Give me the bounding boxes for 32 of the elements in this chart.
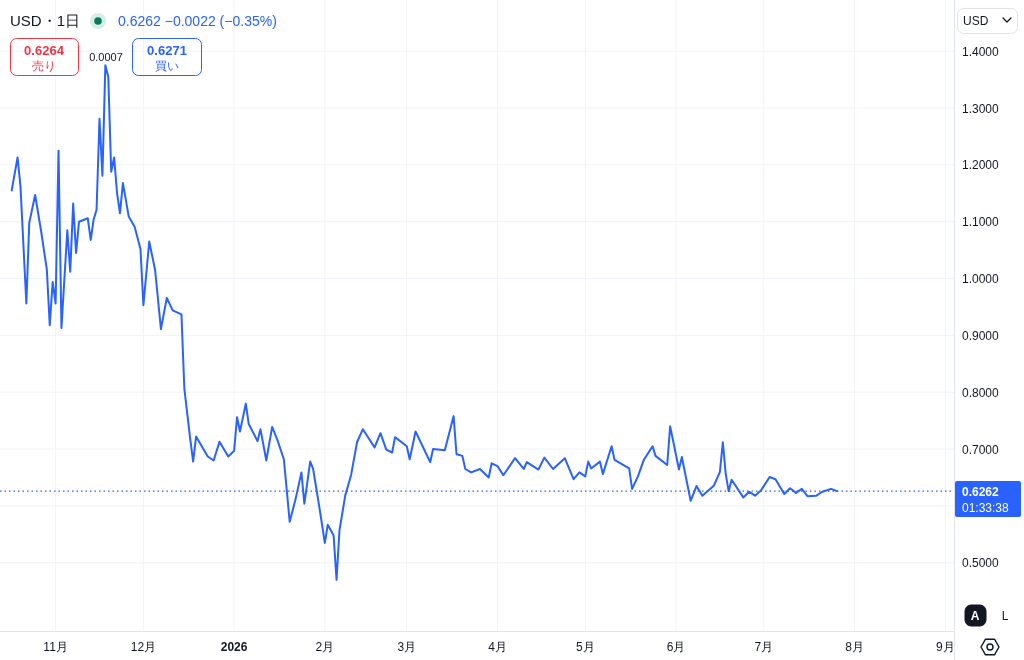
x-tick-label: 3月 [397,640,417,654]
x-tick-label: 5月 [575,640,595,654]
y-tick-label: 0.5000 [962,556,999,571]
x-tick-label: 8月 [845,640,864,654]
x-tick-label: 6月 [666,640,686,654]
y-tick-label: 1.3000 [962,101,999,116]
buy-price: 0.6271 [147,43,187,58]
title: USD・1日 [10,12,80,29]
sell-label: 売り [32,59,56,73]
log-scale-label: L [1001,609,1009,623]
x-tick-label: 7月 [754,640,774,654]
y-tick-label: 0.7000 [962,442,999,457]
auto-scale-label: A [970,609,980,623]
x-tick-label: 11月 [43,640,68,654]
y-tick-label: 1.2000 [962,158,999,173]
y-tick-label: 0.9000 [962,328,999,343]
spread: 0.0007 [89,51,123,63]
x-tick-label: 9月 [935,640,955,654]
currency-label: USD [963,14,989,28]
x-tick-label: 4月 [488,640,507,654]
ref-line-label: 0.6262 [962,484,999,499]
sell-price: 0.6264 [24,43,64,58]
x-tick-label: 12月 [130,640,157,654]
x-tick-label: 2月 [315,640,335,654]
y-tick-label: 0.8000 [962,385,999,400]
y-tick-label: 1.4000 [962,44,999,59]
y-tick-label: 1.0000 [962,272,999,287]
buy-label: 買い [155,59,179,73]
x-tick-label: 2026 [220,640,248,654]
countdown: 01:33:38 [962,501,1009,515]
y-tick-label: 1.1000 [962,215,999,230]
subtitle: 0.6262 −0.0022 (−0.35%) [118,13,277,29]
